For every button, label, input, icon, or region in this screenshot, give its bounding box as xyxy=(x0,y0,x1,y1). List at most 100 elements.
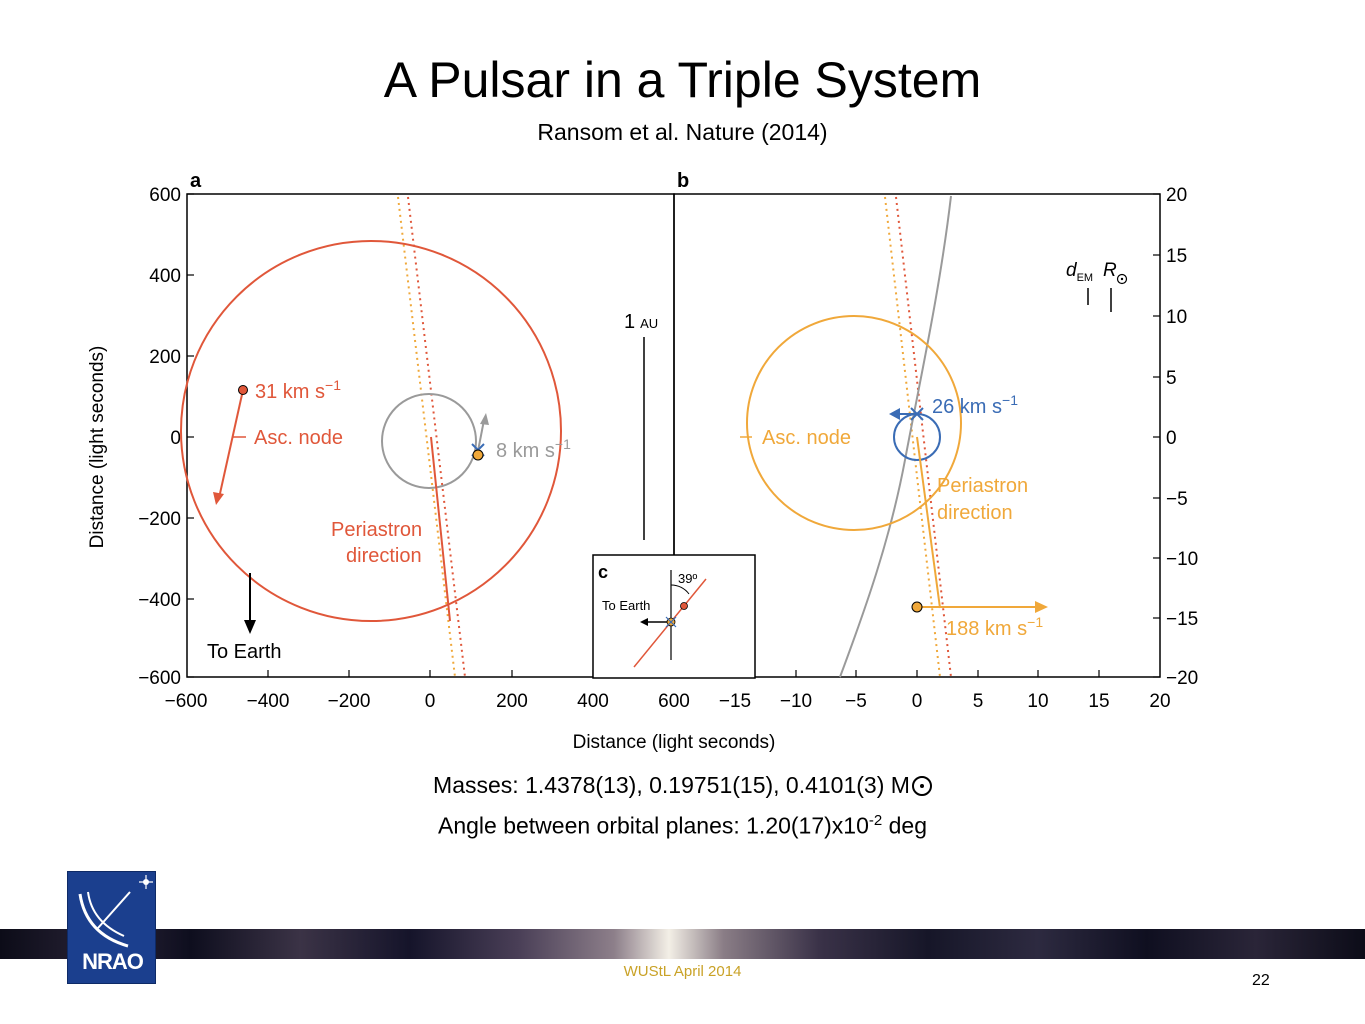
panel-b-letter: b xyxy=(677,170,689,192)
panel-b-periastron-line xyxy=(916,436,941,609)
tick-label: −600 xyxy=(165,691,208,712)
panel-a-sightline-2 xyxy=(407,196,466,678)
panel-b-r-sun-dot xyxy=(1120,277,1124,281)
panel-b-companion-body xyxy=(911,601,923,613)
tick-label: 5 xyxy=(973,691,984,712)
angle-text: Angle between orbital planes: 1.20(17)x1… xyxy=(437,812,869,839)
nrao-logo: NRAO xyxy=(67,871,156,984)
panel-b-x-tick-labels: −15 −10 −5 0 5 10 15 20 xyxy=(719,691,1171,712)
figure-xlabel: Distance (light seconds) xyxy=(573,732,776,753)
tick-label: −10 xyxy=(780,691,812,712)
panel-c-frame xyxy=(592,554,756,679)
panel-a-x-ticks xyxy=(267,670,594,677)
panel-c-to-earth: To Earth xyxy=(602,598,650,613)
tick-label: 10 xyxy=(1027,691,1048,712)
panel-b-x-ticks xyxy=(734,670,1100,677)
panel-a-y-tick-labels: 600 400 200 0 −200 −400 −600 xyxy=(138,185,181,689)
panel-b-y-tick-labels: 20 15 10 5 0 −5 −10 −15 −20 xyxy=(1166,185,1198,689)
panel-b-d-em: dEM xyxy=(1066,260,1093,284)
tick-label: 0 xyxy=(170,428,181,449)
panel-b-y-ticks xyxy=(1153,193,1160,678)
tick-label: 600 xyxy=(658,691,690,712)
panel-a-to-earth: To Earth xyxy=(207,641,281,663)
panel-a-y-ticks xyxy=(187,193,194,678)
panel-a-letter: a xyxy=(190,170,202,192)
panel-c-letter: c xyxy=(598,562,608,582)
panel-c-body-1 xyxy=(680,602,688,610)
tick-label: 15 xyxy=(1166,246,1187,267)
tick-label: 200 xyxy=(496,691,528,712)
panel-b-pulsar-cross xyxy=(910,407,924,421)
slide-subtitle: Ransom et al. Nature (2014) xyxy=(537,119,828,145)
panel-a-x-tick-labels: −600 −400 −200 0 200 400 600 xyxy=(165,691,690,712)
tick-label: 0 xyxy=(912,691,923,712)
galaxy-banner xyxy=(0,929,1365,959)
tick-label: 0 xyxy=(425,691,436,712)
panel-b-outer-orbit-path xyxy=(839,195,952,678)
radio-telescope-icon xyxy=(78,875,153,948)
panel-a-inner-velocity-arrow xyxy=(477,419,485,452)
panel-a-velocity-arrow xyxy=(218,389,244,499)
tick-label: 400 xyxy=(149,266,181,287)
panel-a-to-earth-arrowhead xyxy=(244,620,256,634)
angle-exponent: -2 xyxy=(868,812,883,829)
panel-b-velocity-orange: 188 km s−1 xyxy=(946,614,1043,640)
tick-label: −5 xyxy=(1166,489,1188,510)
panel-b-sightline-1 xyxy=(884,196,941,678)
tick-label: −600 xyxy=(138,668,181,689)
panel-b-r-sun-symbol xyxy=(1116,273,1128,285)
panel-a-scale-label: 1 AU xyxy=(624,311,658,333)
panel-a-inner-body xyxy=(472,449,484,461)
tick-label: 400 xyxy=(577,691,609,712)
tick-label: −400 xyxy=(138,590,181,611)
panel-a-outer-body xyxy=(238,385,248,395)
panel-a-periastron-1: Periastron xyxy=(331,519,422,541)
masses-line: Masses: 1.4378(13), 0.19751(15), 0.4101(… xyxy=(0,770,1365,800)
panel-a-velocity-outer: 31 km s−1 xyxy=(255,377,341,403)
panel-c-angle-arc xyxy=(670,584,690,595)
panel-a-inner-arrowhead xyxy=(480,413,489,425)
angle-unit: deg xyxy=(882,812,927,839)
panel-b-velocity-blue: 26 km s−1 xyxy=(932,392,1018,418)
angle-line: Angle between orbital planes: 1.20(17)x1… xyxy=(0,806,1365,841)
logo-text: NRAO xyxy=(82,949,144,974)
tick-label: −15 xyxy=(719,691,751,712)
orbit-figure: a b 600 400 200 0 −200 −400 −600 −600 −4… xyxy=(87,170,1198,753)
tick-label: 20 xyxy=(1166,185,1187,206)
panel-b-inner-orbit xyxy=(746,315,962,531)
sun-symbol-icon xyxy=(911,776,932,796)
tick-label: 20 xyxy=(1149,691,1170,712)
tick-label: −5 xyxy=(845,691,867,712)
panel-b-asc-node: Asc. node xyxy=(762,427,851,449)
panel-a-velocity-arrowhead xyxy=(213,492,224,505)
panel-a-ylabel: Distance (light seconds) xyxy=(87,346,108,549)
panel-b-blue-arrowhead xyxy=(889,408,900,420)
panel-a-inner-orbit xyxy=(381,393,477,489)
panel-a-sightline-1 xyxy=(397,196,456,678)
panel-b-orange-arrowhead xyxy=(1035,601,1048,613)
panel-b-r-sun: R xyxy=(1103,260,1117,281)
panel-b-sightline-2 xyxy=(895,196,952,678)
masses-text: Masses: 1.4378(13), 0.19751(15), 0.4101(… xyxy=(433,772,910,798)
panel-c-cross xyxy=(665,616,677,628)
panel-a-outer-orbit xyxy=(180,240,562,622)
panel-a-periastron-line xyxy=(430,436,451,622)
tick-label: −200 xyxy=(138,509,181,530)
tick-label: 600 xyxy=(149,185,181,206)
tick-label: −400 xyxy=(247,691,290,712)
panel-b-periastron-2: direction xyxy=(937,502,1013,524)
tick-label: 200 xyxy=(149,347,181,368)
panel-a-periastron-2: direction xyxy=(346,545,422,567)
tick-label: −15 xyxy=(1166,609,1198,630)
page-number: 22 xyxy=(1252,972,1270,989)
tick-label: 5 xyxy=(1166,368,1177,389)
tick-label: 15 xyxy=(1088,691,1109,712)
tick-label: 0 xyxy=(1166,428,1177,449)
panel-c-to-earth-arrowhead xyxy=(640,618,648,626)
footer-text: WUStL April 2014 xyxy=(623,963,742,980)
tick-label: −200 xyxy=(328,691,371,712)
panel-a-velocity-inner: 8 km s−1 xyxy=(496,436,571,462)
tick-label: 10 xyxy=(1166,307,1187,328)
tick-label: −10 xyxy=(1166,549,1198,570)
slide-title: A Pulsar in a Triple System xyxy=(383,52,982,108)
